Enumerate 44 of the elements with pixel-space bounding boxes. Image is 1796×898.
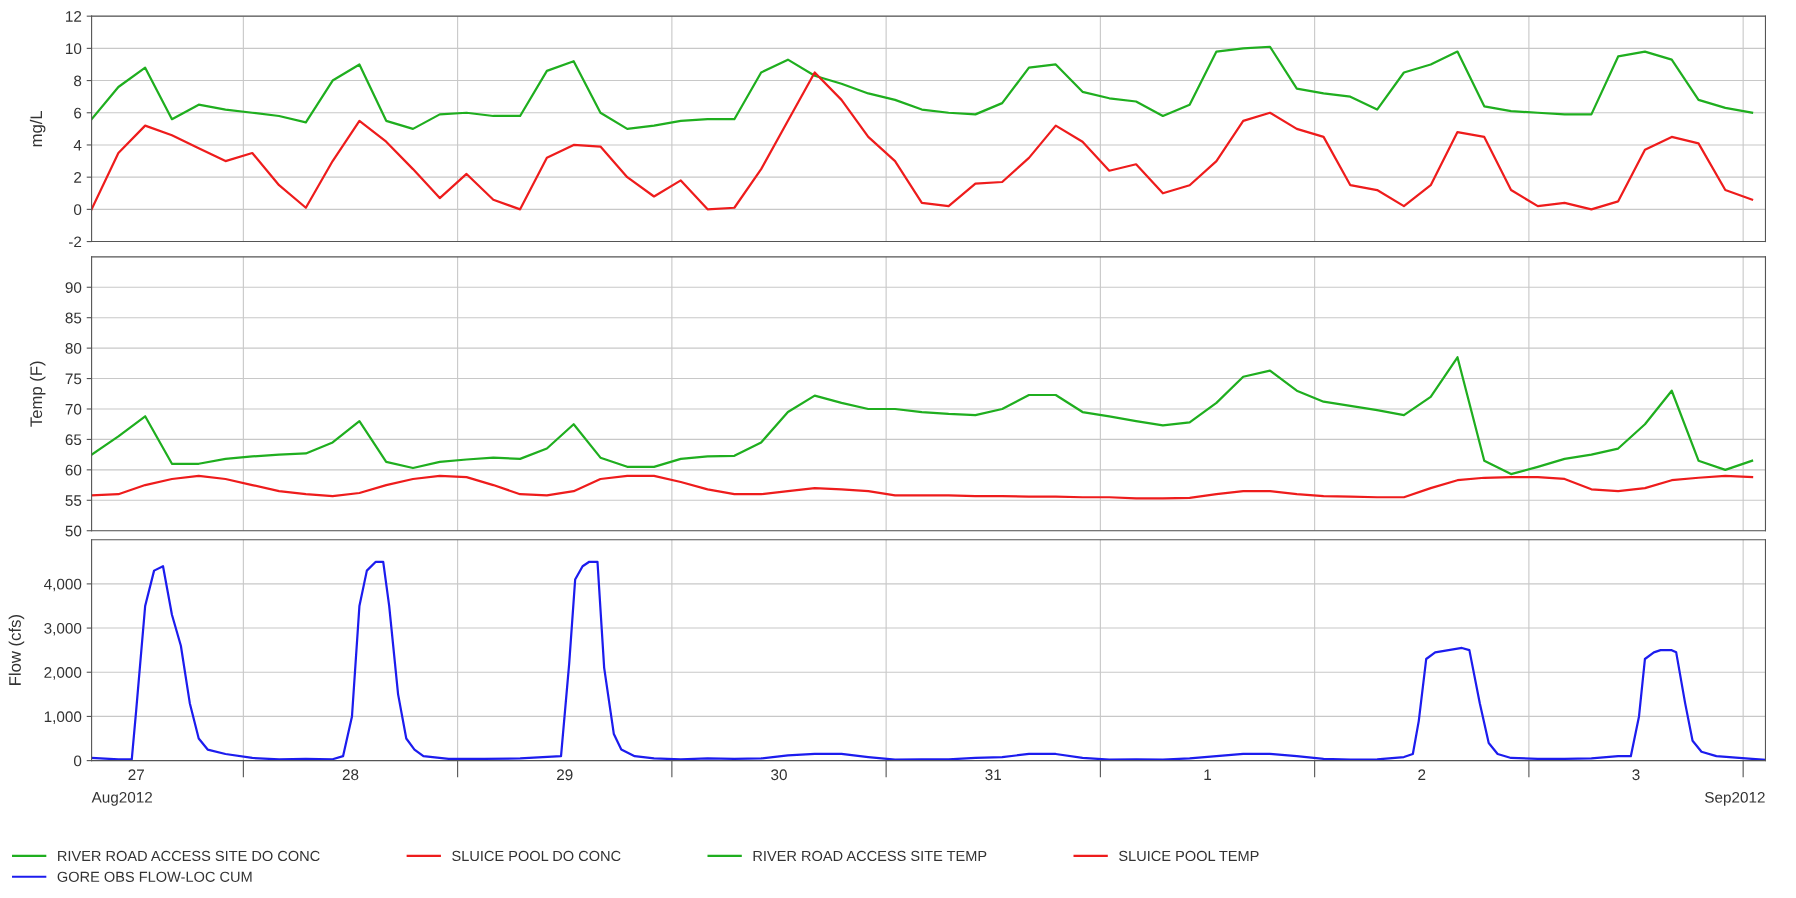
y-tick-label: 2 (74, 172, 82, 183)
y-tick-label: 85 (65, 312, 82, 324)
y-axis-title: Temp (F) (29, 361, 46, 427)
line-series (91, 71, 1754, 211)
y-tick-label: 8 (74, 75, 82, 87)
x-tick-label: 2 (1418, 769, 1426, 781)
y-tick-label: 0 (73, 204, 82, 216)
y-tick-label: 55 (65, 495, 82, 506)
legend-label: GORE OBS FLOW-LOC CUM (57, 871, 252, 882)
y-tick-label: 0 (73, 755, 82, 767)
x-tick-label: 1 (1204, 769, 1212, 781)
text: Sep2012 (1705, 791, 1765, 806)
x-tick-label: 27 (128, 769, 144, 781)
line-series (91, 356, 1754, 476)
text: Aug2012 (91, 791, 152, 806)
legend-label: SLUICE POOL DO CONC (452, 850, 621, 862)
x-tick-label: 28 (342, 769, 359, 781)
y-tick-label: -2 (68, 236, 82, 248)
y-tick-label: 70 (65, 403, 82, 415)
y-tick-label: 3,000 (44, 622, 82, 636)
y-tick-label: 60 (65, 464, 82, 476)
x-tick-label: 30 (771, 769, 787, 781)
y-tick-label: 12 (66, 11, 82, 22)
y-tick-label: 50 (65, 525, 82, 537)
legend-label: RIVER ROAD ACCESS SITE TEMP (753, 850, 987, 862)
y-tick-label: 75 (65, 373, 82, 385)
x-tick-label: 31 (985, 769, 1002, 781)
y-tick-label: 4 (73, 139, 82, 151)
x-tick-label: 3 (1632, 769, 1640, 781)
legend-label: RIVER ROAD ACCESS SITE DO CONC (58, 850, 320, 862)
y-tick-label: 4,000 (44, 578, 82, 592)
y-tick-label: 65 (65, 434, 82, 446)
line-series (91, 45, 1754, 130)
y-tick-label: 1,000 (44, 711, 82, 724)
y-tick-label: 10 (66, 43, 82, 55)
y-tick-label: 6 (74, 107, 82, 119)
line-series (91, 474, 1754, 500)
x-tick-label: 29 (557, 769, 573, 781)
y-tick-label: 80 (65, 342, 82, 354)
y-axis-title: Flow (cfs) (8, 615, 25, 685)
y-tick-label: 90 (65, 282, 82, 293)
y-tick-label: 2,000 (44, 667, 82, 680)
legend-label: SLUICE POOL TEMP (1119, 850, 1259, 862)
y-axis-title: mg/L (29, 110, 46, 147)
